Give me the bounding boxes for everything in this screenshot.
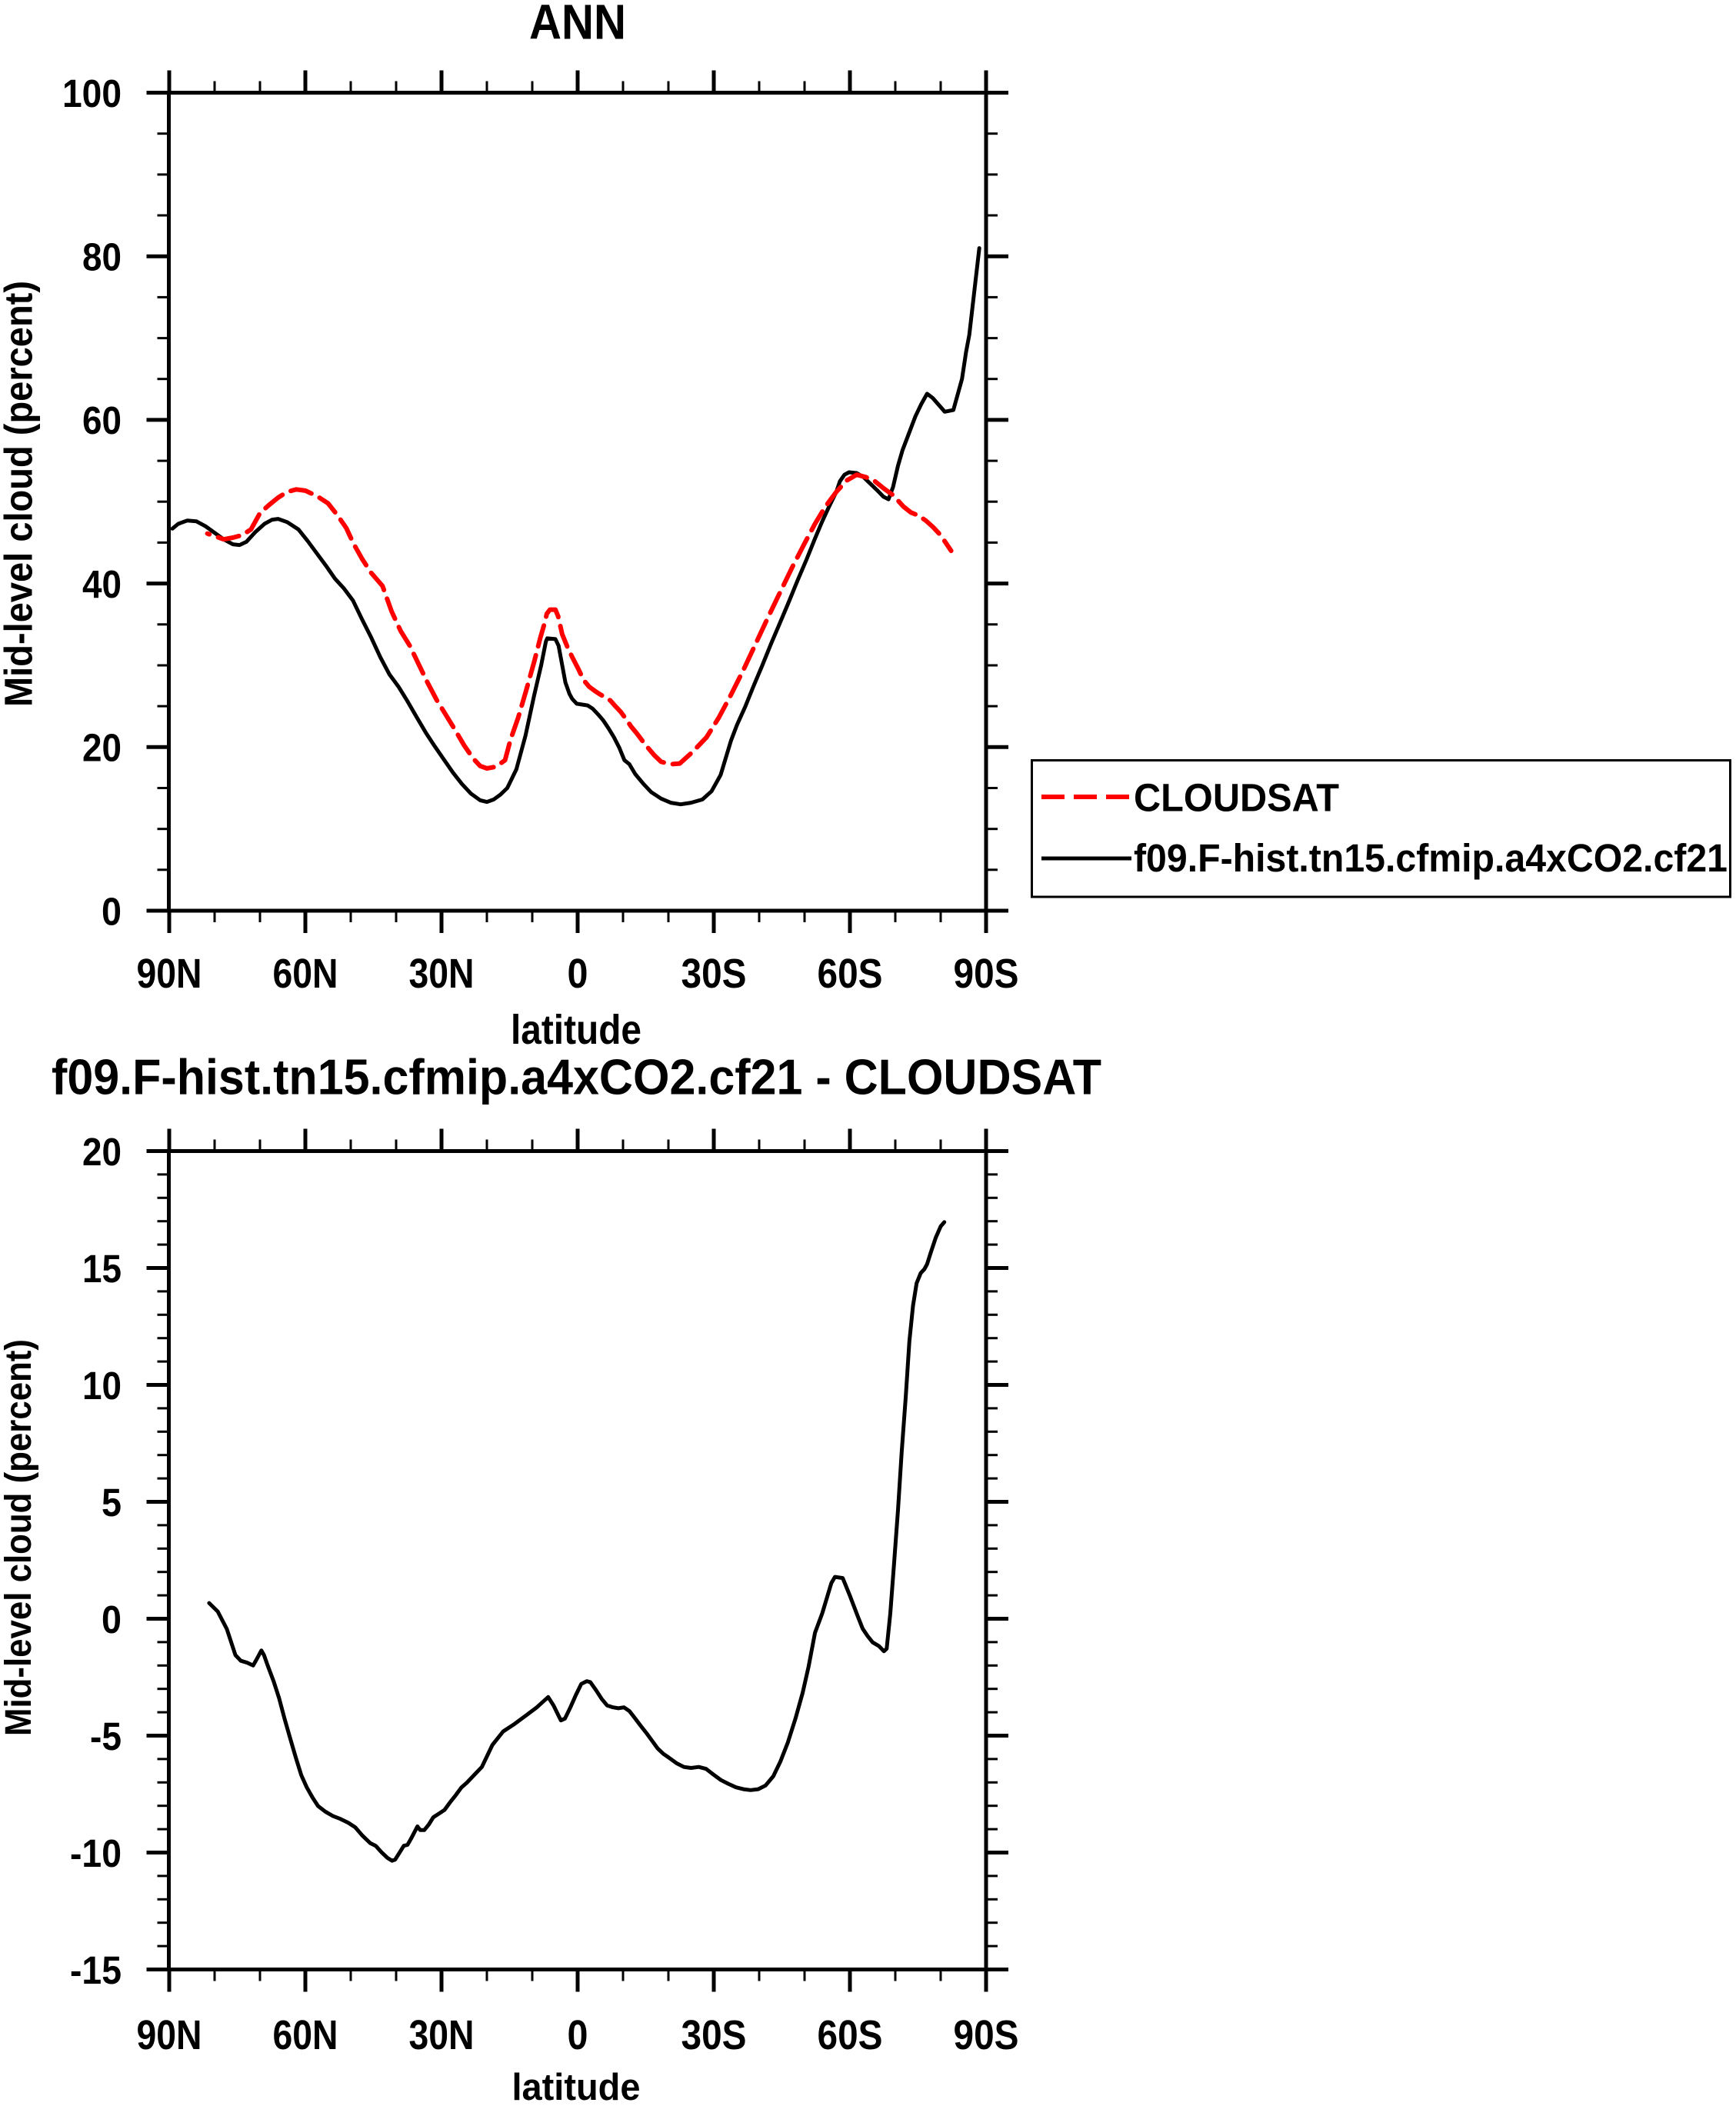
svg-text:-5: -5	[90, 1714, 122, 1758]
svg-text:90S: 90S	[954, 2012, 1019, 2058]
svg-text:60: 60	[82, 398, 122, 442]
svg-text:0: 0	[102, 1598, 122, 1641]
svg-text:-10: -10	[70, 1831, 122, 1875]
svg-text:Mid-level cloud (percent): Mid-level cloud (percent)	[0, 281, 41, 707]
svg-text:90S: 90S	[954, 951, 1019, 997]
svg-text:ANN: ANN	[529, 0, 626, 50]
svg-text:90N: 90N	[137, 2012, 202, 2058]
svg-text:40: 40	[82, 562, 122, 606]
svg-text:0: 0	[568, 2012, 588, 2058]
svg-text:f09.F-hist.tn15.cfmip.a4xCO2.c: f09.F-hist.tn15.cfmip.a4xCO2.cf21	[1134, 836, 1728, 880]
svg-text:Mid-level cloud (percent): Mid-level cloud (percent)	[0, 1339, 39, 1736]
svg-text:80: 80	[82, 235, 122, 279]
svg-text:20: 20	[82, 1130, 122, 1174]
svg-text:60N: 60N	[273, 2012, 338, 2058]
svg-text:-15: -15	[70, 1948, 122, 1992]
svg-text:30N: 30N	[409, 951, 475, 997]
svg-text:latitude: latitude	[511, 1007, 641, 1053]
svg-text:latitude: latitude	[512, 2067, 641, 2106]
svg-text:0: 0	[102, 889, 122, 933]
svg-text:60N: 60N	[273, 951, 338, 997]
svg-text:5: 5	[102, 1481, 122, 1525]
svg-text:90N: 90N	[137, 951, 202, 997]
svg-text:60S: 60S	[818, 951, 883, 997]
svg-text:20: 20	[82, 726, 122, 770]
svg-text:f09.F-hist.tn15.cfmip.a4xCO2.c: f09.F-hist.tn15.cfmip.a4xCO2.cf21 - CLOU…	[52, 1049, 1101, 1105]
svg-text:15: 15	[82, 1247, 122, 1291]
svg-text:100: 100	[62, 72, 122, 115]
svg-text:CLOUDSAT: CLOUDSAT	[1134, 776, 1339, 820]
svg-text:30S: 30S	[681, 2012, 747, 2058]
svg-text:60S: 60S	[818, 2012, 883, 2058]
svg-text:0: 0	[568, 951, 588, 997]
svg-text:30S: 30S	[681, 951, 747, 997]
svg-text:30N: 30N	[409, 2012, 475, 2058]
svg-text:10: 10	[82, 1364, 122, 1408]
